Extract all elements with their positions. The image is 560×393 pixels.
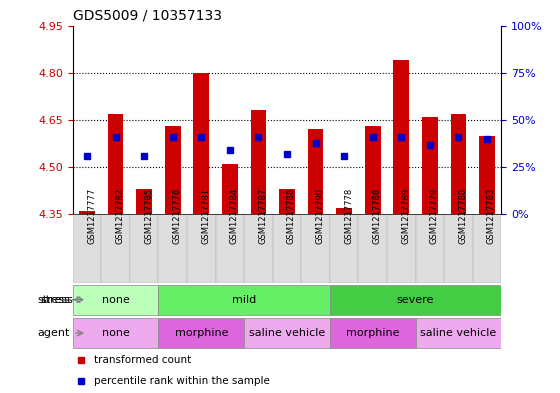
Bar [444, 214, 473, 283]
Bar [193, 73, 209, 214]
Bar [358, 214, 387, 283]
Text: GSM1217790: GSM1217790 [316, 188, 325, 244]
Text: GDS5009 / 10357133: GDS5009 / 10357133 [73, 9, 222, 23]
Bar [244, 214, 273, 283]
Text: mild: mild [232, 295, 256, 305]
Bar [250, 110, 267, 214]
Text: GSM1217780: GSM1217780 [458, 188, 468, 244]
Text: morphine: morphine [346, 328, 399, 338]
Text: agent: agent [38, 328, 70, 338]
Bar [473, 214, 501, 283]
Text: saline vehicle: saline vehicle [420, 328, 497, 338]
Bar [187, 214, 216, 283]
Bar [336, 208, 352, 214]
Bar [279, 189, 295, 214]
Bar [101, 214, 130, 283]
Bar [387, 214, 416, 283]
Bar [158, 318, 244, 348]
Bar [165, 126, 181, 214]
Bar [216, 214, 244, 283]
Bar [422, 117, 438, 214]
Text: GSM1217779: GSM1217779 [430, 188, 439, 244]
Bar [416, 318, 501, 348]
Bar [273, 214, 301, 283]
Bar [479, 136, 495, 214]
Text: transformed count: transformed count [94, 354, 192, 365]
Bar [79, 211, 95, 214]
Bar [158, 214, 187, 283]
Bar [330, 285, 501, 315]
Text: GSM1217787: GSM1217787 [258, 188, 268, 244]
Text: stress: stress [37, 295, 70, 305]
Bar [393, 60, 409, 214]
Bar [365, 126, 381, 214]
Text: GSM1217781: GSM1217781 [202, 188, 211, 244]
Text: GSM1217789: GSM1217789 [401, 188, 410, 244]
Text: none: none [102, 295, 129, 305]
Bar [330, 214, 358, 283]
Bar [416, 214, 444, 283]
Bar [73, 214, 101, 283]
Text: GSM1217777: GSM1217777 [87, 188, 96, 244]
Bar [330, 318, 416, 348]
Text: GSM1217784: GSM1217784 [230, 188, 239, 244]
Text: GSM1217786: GSM1217786 [372, 188, 382, 244]
Text: percentile rank within the sample: percentile rank within the sample [94, 376, 270, 386]
Bar [158, 285, 330, 315]
Bar [301, 214, 330, 283]
Text: GSM1217788: GSM1217788 [287, 188, 296, 244]
Bar [108, 114, 124, 214]
Text: morphine: morphine [175, 328, 228, 338]
Bar [73, 285, 158, 315]
Bar [307, 129, 324, 214]
Bar [73, 318, 158, 348]
Text: severe: severe [397, 295, 434, 305]
Text: GSM1217785: GSM1217785 [144, 188, 153, 244]
Text: GSM1217778: GSM1217778 [344, 188, 353, 244]
Bar [222, 164, 238, 214]
Bar [450, 114, 466, 214]
Bar [136, 189, 152, 214]
Text: GSM1217782: GSM1217782 [115, 188, 125, 244]
Bar [130, 214, 158, 283]
Text: saline vehicle: saline vehicle [249, 328, 325, 338]
Text: none: none [102, 328, 129, 338]
Text: GSM1217776: GSM1217776 [172, 188, 182, 244]
Bar [244, 318, 330, 348]
Text: GSM1217783: GSM1217783 [487, 188, 496, 244]
Text: stress: stress [40, 295, 73, 305]
